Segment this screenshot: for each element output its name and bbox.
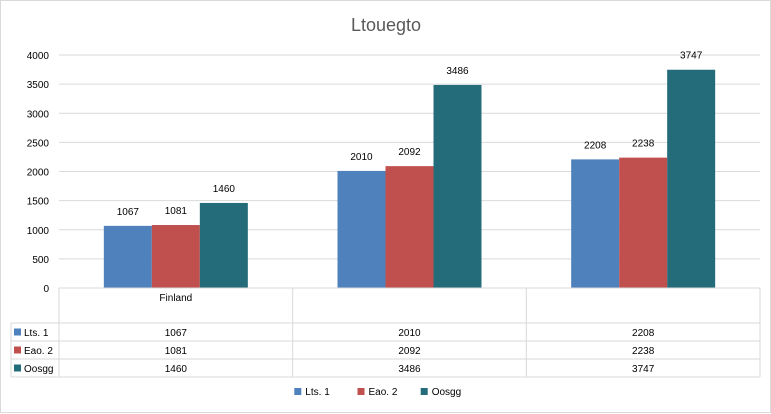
y-tick-label: 1500: [27, 197, 50, 208]
legend-swatch: [357, 388, 365, 395]
bar: [571, 159, 620, 288]
legend: Lts. 1 Eao. 2 Oosgg: [294, 387, 461, 398]
legend-label: Oosgg: [432, 387, 461, 398]
legend-label: Lts. 1: [305, 387, 330, 398]
data-labels: 1067 1081 1460 2010 2092 3486 2208 2238 3747: [117, 51, 703, 218]
chart-title: Ltouegto: [351, 15, 421, 35]
data-label: 1460: [213, 184, 236, 195]
y-tick-label: 3000: [27, 109, 50, 120]
bar: [337, 170, 386, 288]
table-cell-value: 1067: [165, 328, 188, 339]
table-cell-value: 2238: [632, 346, 655, 357]
table-series-name: Lts. 1: [24, 328, 49, 339]
data-label: 2010: [350, 152, 373, 163]
data-table: Finland Lts. 1 1067 2010 2208 Eao. 2 1081 2092 2…: [10, 287, 761, 378]
bar: [199, 202, 248, 288]
bars: [103, 69, 716, 289]
bar: [667, 69, 716, 289]
table-series-name: Eao. 2: [24, 346, 53, 357]
table-cell-value: 2208: [632, 328, 655, 339]
y-tick-label: 4000: [27, 51, 50, 62]
bar: [619, 157, 668, 288]
data-label: 3747: [680, 51, 703, 62]
data-label: 2208: [584, 140, 607, 151]
y-tick-label: 0: [43, 284, 49, 295]
table-series-key: [14, 364, 21, 372]
y-tick-label: 3500: [27, 80, 50, 91]
table-series-name: Oosgg: [24, 364, 53, 375]
y-axis-ticks: 0 500 1000 1500 2000 2500 3000 3500 4000: [27, 51, 50, 295]
bar: [151, 225, 200, 288]
data-label: 3486: [446, 66, 469, 77]
data-label: 2092: [398, 147, 421, 158]
y-tick-label: 2500: [27, 138, 50, 149]
y-tick-label: 500: [32, 255, 49, 266]
table-category-label: Finland: [159, 293, 192, 304]
table-series-key: [14, 346, 21, 354]
legend-label: Eao. 2: [369, 387, 398, 398]
bar: [385, 166, 434, 288]
table-cell-value: 1081: [165, 346, 188, 357]
bar: [433, 84, 482, 289]
y-tick-label: 1000: [27, 226, 50, 237]
table-cell-value: 2092: [398, 346, 421, 357]
table-cell-value: 3486: [398, 364, 421, 375]
legend-swatch: [294, 388, 302, 395]
data-label: 1081: [165, 206, 188, 217]
y-tick-label: 2000: [27, 168, 50, 179]
table-cell-value: 3747: [632, 364, 655, 375]
data-label: 2238: [632, 139, 655, 150]
legend-swatch: [420, 388, 428, 395]
bar: [103, 225, 152, 288]
table-series-key: [14, 328, 21, 336]
data-label: 1067: [117, 207, 140, 218]
table-cell-value: 2010: [398, 328, 421, 339]
table-cell-value: 1460: [165, 364, 188, 375]
